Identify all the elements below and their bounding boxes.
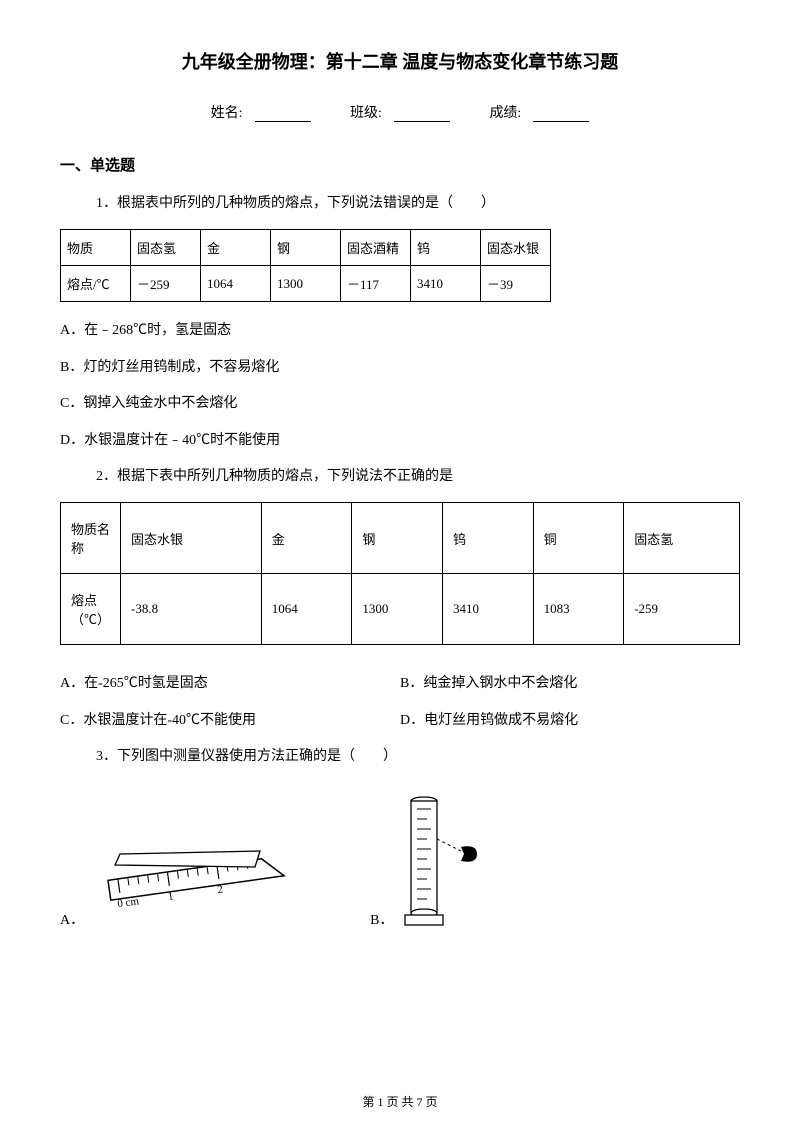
q1-option-d: D．水银温度计在﹣40℃时不能使用	[60, 430, 740, 452]
table-cell: 固态水银	[121, 503, 262, 574]
svg-text:2: 2	[217, 883, 224, 896]
svg-text:1: 1	[167, 890, 174, 903]
table-cell: 3410	[411, 266, 481, 302]
q3-text: 3．下列图中测量仪器使用方法正确的是（ ）	[96, 746, 740, 768]
class-label: 班级:	[350, 106, 382, 121]
table-cell: 熔点/℃	[61, 266, 131, 302]
table-cell: 金	[201, 230, 271, 266]
table-row: 熔点/℃ －259 1064 1300 －117 3410 －39	[61, 266, 551, 302]
q2-option-a: A．在-265℃时氢是固态	[60, 673, 400, 695]
table-row: 物质名称 固态水银 金 钢 钨 铜 固态氢	[61, 503, 740, 574]
table-cell: 固态氢	[624, 503, 740, 574]
table-cell: 1064	[201, 266, 271, 302]
table-cell: 金	[261, 503, 352, 574]
table-row: 熔点（℃） -38.8 1064 1300 3410 1083 -259	[61, 574, 740, 645]
q1-option-c: C．钢掉入纯金水中不会熔化	[60, 393, 740, 415]
class-blank	[394, 121, 450, 122]
q1-text: 1．根据表中所列的几种物质的熔点，下列说法错误的是（ ）	[96, 193, 740, 215]
table-cell: 铜	[533, 503, 624, 574]
table-cell: 1064	[261, 574, 352, 645]
ruler-icon: 0 cm 1 2	[90, 849, 290, 929]
q1-option-b: B．灯的灯丝用钨制成，不容易熔化	[60, 357, 740, 379]
table-cell: 1300	[271, 266, 341, 302]
table-cell: 钨	[411, 230, 481, 266]
q3-label-a: A．	[60, 909, 84, 929]
q2-option-d: D．电灯丝用钨做成不易熔化	[400, 710, 740, 732]
score-blank	[533, 121, 589, 122]
table-cell: 熔点（℃）	[61, 574, 121, 645]
table-cell: -38.8	[121, 574, 262, 645]
table-cell: 固态氢	[131, 230, 201, 266]
q3-figure-b: B．	[370, 789, 489, 929]
table-cell: 物质名称	[61, 503, 121, 574]
section-header: 一、单选题	[60, 154, 740, 175]
table-cell: 1083	[533, 574, 624, 645]
page-footer: 第 1 页 共 7 页	[0, 1093, 800, 1110]
cylinder-icon	[399, 789, 489, 929]
table-cell: －39	[481, 266, 551, 302]
table-cell: -259	[624, 574, 740, 645]
q2-text: 2．根据下表中所列几种物质的熔点，下列说法不正确的是	[96, 466, 740, 488]
q2-option-b: B．纯金掉入钢水中不会熔化	[400, 673, 740, 695]
table-cell: 物质	[61, 230, 131, 266]
table-cell: 1300	[352, 574, 443, 645]
q2-option-c: C．水银温度计在-40℃不能使用	[60, 710, 400, 732]
info-line: 姓名: 班级: 成绩:	[60, 102, 740, 122]
q3-label-b: B．	[370, 909, 393, 929]
q1-table: 物质 固态氢 金 钢 固态酒精 钨 固态水银 熔点/℃ －259 1064 13…	[60, 229, 551, 302]
score-label: 成绩:	[489, 106, 521, 121]
table-cell: 钨	[443, 503, 534, 574]
name-label: 姓名:	[211, 106, 243, 121]
q3-figure-a: A． 0 cm 1 2	[60, 849, 290, 929]
name-blank	[255, 121, 311, 122]
q1-option-a: A．在﹣268℃时，氢是固态	[60, 320, 740, 342]
table-cell: 钢	[271, 230, 341, 266]
table-cell: －259	[131, 266, 201, 302]
svg-text:0 cm: 0 cm	[117, 895, 141, 910]
table-cell: －117	[341, 266, 411, 302]
table-cell: 钢	[352, 503, 443, 574]
q2-table: 物质名称 固态水银 金 钢 钨 铜 固态氢 熔点（℃） -38.8 1064 1…	[60, 502, 740, 645]
table-cell: 3410	[443, 574, 534, 645]
table-cell: 固态酒精	[341, 230, 411, 266]
table-cell: 固态水银	[481, 230, 551, 266]
page-title: 九年级全册物理：第十二章 温度与物态变化章节练习题	[60, 48, 740, 74]
table-row: 物质 固态氢 金 钢 固态酒精 钨 固态水银	[61, 230, 551, 266]
